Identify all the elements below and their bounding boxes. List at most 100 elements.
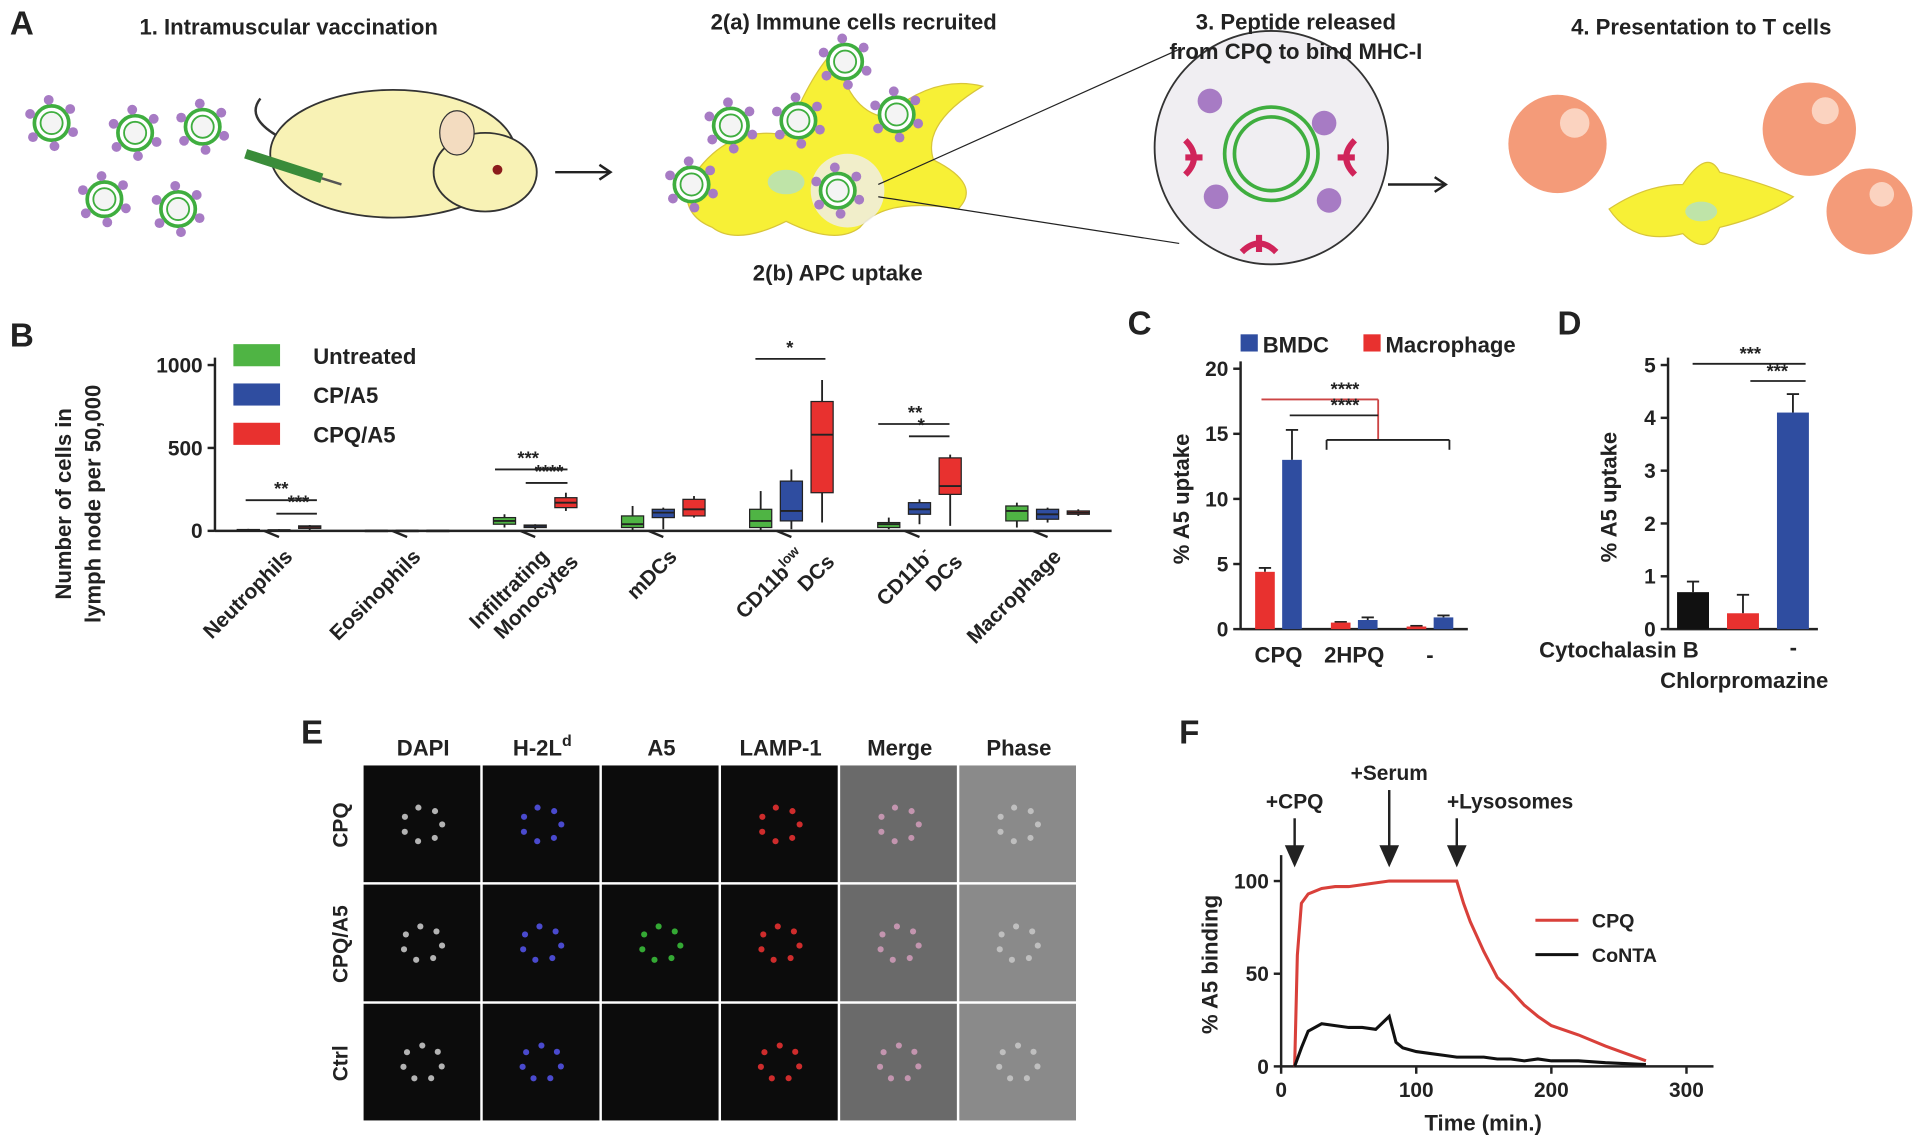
y-tick-label: 10 <box>1205 488 1228 511</box>
x-tick-label: 300 <box>1669 1079 1704 1102</box>
x-tick-label-text: Neutrophils <box>199 545 297 643</box>
x-tick <box>904 529 920 539</box>
column-label-sup: d <box>562 733 572 750</box>
y-tick-label: 15 <box>1205 423 1229 446</box>
micrograph <box>721 765 838 883</box>
x-tick <box>263 529 280 539</box>
stain-spot <box>1023 1075 1030 1082</box>
bar <box>1357 620 1378 630</box>
column-label: DAPI <box>397 736 450 761</box>
peptide <box>843 79 853 90</box>
stain-spot <box>878 828 885 835</box>
legend-label: BMDC <box>1263 333 1329 358</box>
stain-spot <box>772 838 779 845</box>
x-tick-label-text: DCs <box>921 550 967 596</box>
box <box>1005 505 1029 522</box>
stain-spot <box>996 946 1003 953</box>
peptide <box>829 162 840 173</box>
peptide <box>28 132 38 143</box>
x-tick-label-group: Neutrophils <box>199 545 297 643</box>
micrograph <box>363 765 481 883</box>
peptide <box>1311 110 1337 136</box>
significance: *** <box>517 448 539 469</box>
stain-spot <box>519 1063 526 1070</box>
stain-spot <box>772 804 779 811</box>
stain-spot <box>434 1048 441 1055</box>
stain-spot <box>789 808 796 815</box>
y-tick-label: 5 <box>1644 354 1656 377</box>
x-tick-label-text: DCs <box>793 550 839 596</box>
stain-spot <box>915 1063 922 1070</box>
stain-spot <box>911 1048 918 1055</box>
peptide <box>65 104 76 114</box>
y-tick-label: 0 <box>1257 1056 1269 1079</box>
x-tick-label: CPQ <box>1255 642 1303 667</box>
y-tick-label: 4 <box>1644 407 1656 430</box>
stain-spot <box>402 931 409 938</box>
stain-spot <box>1034 1063 1041 1070</box>
stain-spot <box>1030 1048 1037 1055</box>
step-label: 3. Peptide released <box>1196 10 1396 35</box>
panel-label: B <box>10 318 34 355</box>
micrograph <box>721 1003 838 1121</box>
significance: *** <box>1740 343 1762 364</box>
column-label-text: A5 <box>647 736 675 761</box>
x-tick-label-text: Macrophage <box>963 545 1066 648</box>
stain-spot <box>655 923 662 930</box>
x-tick <box>519 529 536 539</box>
stain-spot <box>908 808 915 815</box>
stain-spot <box>558 942 565 949</box>
stain-spot <box>536 923 543 930</box>
event-arrowhead <box>1284 845 1305 868</box>
peptide <box>102 217 113 228</box>
stain-spot <box>759 828 766 835</box>
peptide <box>219 130 230 141</box>
stain-spot <box>757 1063 764 1070</box>
stain-spot <box>1012 923 1020 930</box>
panel-label: F <box>1179 714 1199 751</box>
stain-spot <box>439 821 446 828</box>
x-tick <box>391 529 408 539</box>
stain-spot <box>552 928 559 935</box>
legend-swatch <box>1363 334 1381 352</box>
peptide <box>127 104 138 115</box>
row-label: CPQ <box>330 802 353 847</box>
stain-spot <box>558 821 565 828</box>
peptide <box>111 142 122 152</box>
stain-spot <box>904 1075 911 1082</box>
stain-spot <box>551 808 558 815</box>
stain-spot <box>915 942 922 949</box>
line <box>1293 1013 1647 1067</box>
y-tick-label: 5 <box>1217 553 1229 576</box>
particle-core <box>718 113 743 138</box>
particle-core <box>679 172 704 197</box>
x-tick-label: - <box>1426 642 1433 667</box>
stain-spot <box>787 954 794 962</box>
particle-core <box>166 197 191 222</box>
y-axis-label: % A5 uptake <box>1169 434 1194 565</box>
stain-spot <box>668 954 675 962</box>
micrograph <box>840 1003 957 1121</box>
y-tick-label: 20 <box>1205 358 1228 381</box>
peptide <box>747 129 758 140</box>
mhc <box>1239 234 1279 255</box>
event-label: +Lysosomes <box>1447 790 1573 813</box>
peptide <box>194 98 205 109</box>
particle-core <box>190 114 215 139</box>
peptide <box>814 124 825 135</box>
peptide <box>861 65 872 76</box>
legend-label: CoNTA <box>1592 945 1657 967</box>
column-label: H-2Ld <box>513 733 572 761</box>
peptide <box>96 171 107 181</box>
row-label: CPQ/A5 <box>330 905 353 983</box>
stain-spot <box>790 928 797 935</box>
peptide <box>689 202 700 213</box>
x-tick-label-text: Eosinophils <box>325 545 425 645</box>
stain-spot <box>415 838 422 845</box>
stain-spot <box>776 1042 783 1049</box>
peptide <box>80 208 91 219</box>
stain-spot <box>651 956 658 963</box>
legend-swatch <box>233 422 281 445</box>
